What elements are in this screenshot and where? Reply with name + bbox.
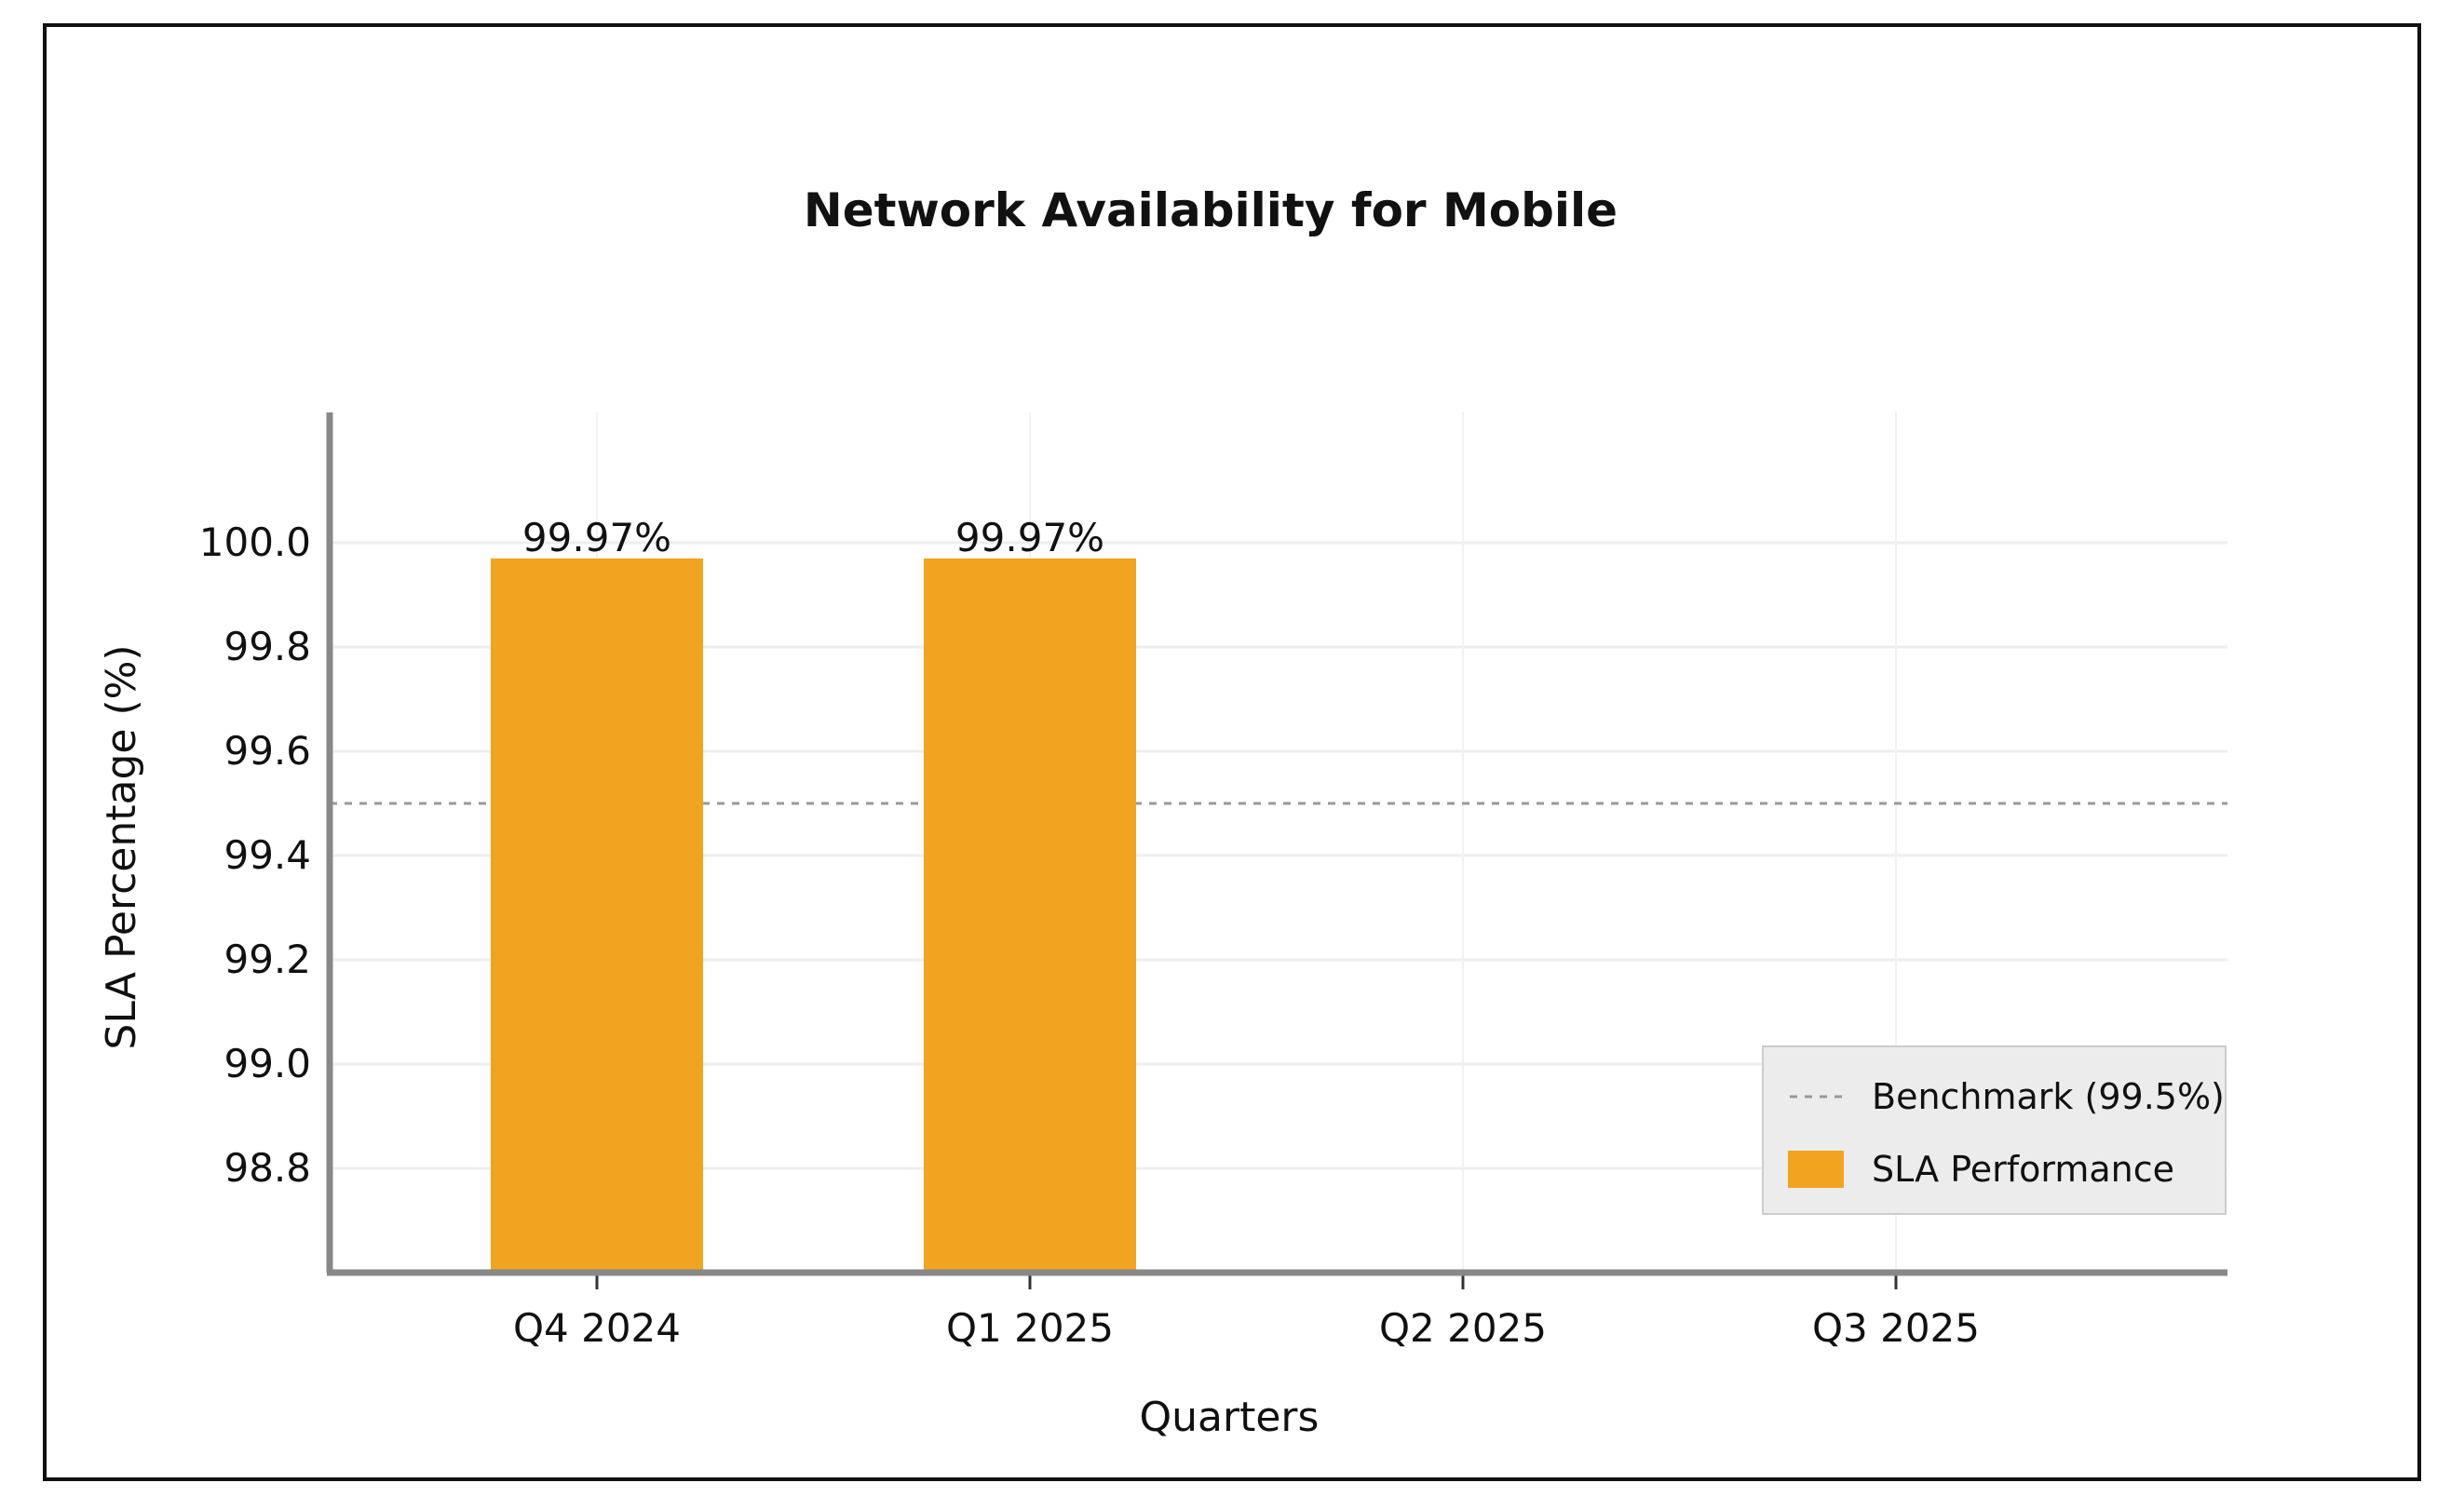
bar [924, 558, 1136, 1273]
y-tick-label: 98.8 [223, 1145, 311, 1191]
legend-sla-swatch [1788, 1151, 1844, 1188]
y-tick-label: 99.6 [223, 728, 311, 774]
bar-data-label: 99.97% [522, 515, 671, 560]
legend: Benchmark (99.5%) SLA Performance [1762, 1045, 2227, 1215]
y-tick-label: 100.0 [199, 519, 311, 565]
legend-benchmark-label: Benchmark (99.5%) [1872, 1076, 2225, 1117]
bar-data-label: 99.97% [955, 515, 1104, 560]
y-axis-label: SLA Percentage (%) [98, 644, 145, 1049]
x-tick-label: Q3 2025 [1812, 1305, 1980, 1351]
legend-sla-label: SLA Performance [1872, 1149, 2174, 1190]
tick-labels: 98.8 99.0 99.2 99.4 99.6 99.8 100.0 Q4 2024 Q1 2… [199, 519, 1980, 1351]
y-tick-label: 99.8 [223, 624, 311, 669]
x-tick-label: Q2 2025 [1379, 1305, 1547, 1351]
x-tick-label: Q4 2024 [513, 1305, 681, 1351]
chart-title: Network Availability for Mobile [804, 183, 1618, 237]
y-tick-label: 99.2 [223, 937, 311, 982]
bar [491, 558, 703, 1273]
x-axis-label: Quarters [1140, 1394, 1320, 1441]
x-tick-label: Q1 2025 [946, 1305, 1114, 1351]
y-tick-label: 99.4 [223, 832, 311, 878]
bars: 99.97% 99.97% [491, 515, 1136, 1273]
axes [326, 412, 2227, 1289]
y-tick-label: 99.0 [223, 1041, 311, 1086]
